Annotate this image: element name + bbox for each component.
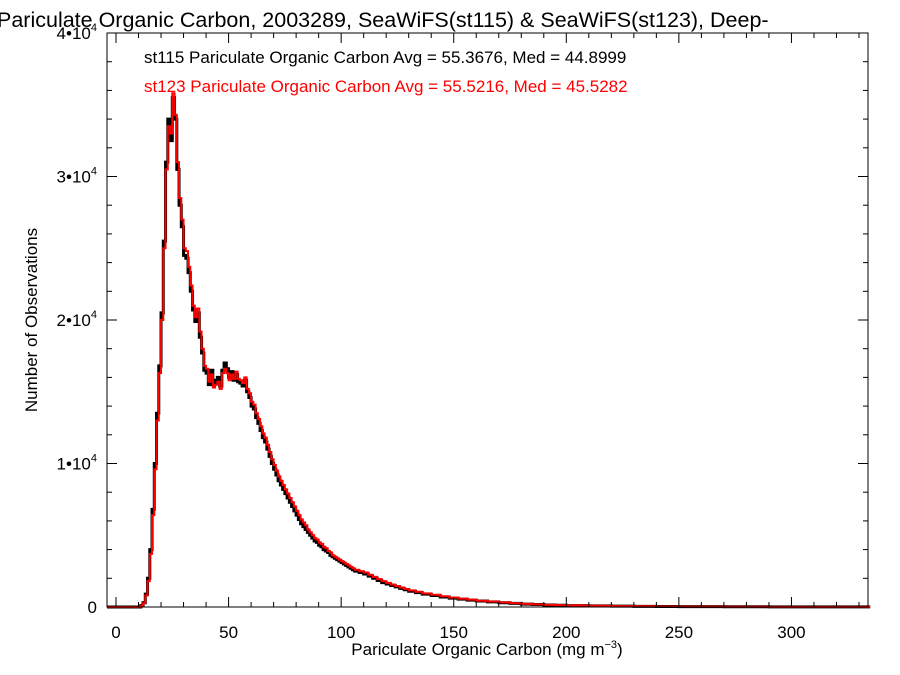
y-tick-label: 4•104: [57, 22, 97, 43]
y-axis: 0 1•104 2•104 3•104 4•104: [57, 22, 868, 617]
y-tick-label: 3•104: [57, 166, 97, 187]
y-tick-label: 0: [88, 598, 97, 617]
y-axis-label: Number of Observations: [22, 228, 41, 412]
x-tick-label: 50: [219, 623, 238, 642]
y-tick-label: 1•104: [57, 453, 97, 474]
x-tick-label: 0: [111, 623, 120, 642]
y-tick-label: 2•104: [57, 309, 97, 330]
series-line-st123: [107, 92, 871, 608]
x-tick-label: 100: [327, 623, 355, 642]
chart-title: Pariculate Organic Carbon, 2003289, SeaW…: [0, 8, 769, 32]
x-tick-label: 300: [777, 623, 805, 642]
plot-lines: [107, 92, 871, 609]
x-tick-label: 250: [665, 623, 693, 642]
x-tick-label: 150: [440, 623, 468, 642]
plot-frame: [106, 32, 869, 608]
legend-st115: st115 Pariculate Organic Carbon Avg = 55…: [144, 48, 626, 67]
x-axis-label-exponent: −3: [605, 639, 618, 651]
x-axis: 0 50 100 150 200 250 300: [111, 33, 860, 642]
x-tick-label: 200: [552, 623, 580, 642]
x-axis-label-close: ): [617, 640, 623, 659]
series-line-st115: [107, 96, 871, 609]
legend-st123: st123 Pariculate Organic Carbon Avg = 55…: [144, 77, 628, 96]
x-axis-label: Pariculate Organic Carbon (mg m−3): [351, 639, 622, 659]
x-axis-label-main: Pariculate Organic Carbon (mg m: [351, 640, 604, 659]
